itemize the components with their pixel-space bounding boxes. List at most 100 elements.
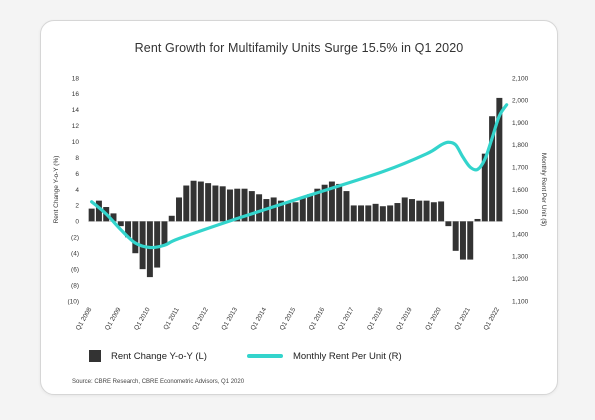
x-tick-label: Q1 2009 [104, 306, 123, 331]
chart-title: Rent Growth for Multifamily Units Surge … [134, 41, 464, 55]
bar [190, 180, 197, 222]
bar [299, 197, 306, 222]
bar [452, 221, 459, 251]
bar [379, 206, 386, 222]
bar [416, 200, 423, 222]
bar [365, 205, 372, 222]
y-right-tick: 2,000 [512, 98, 529, 105]
bar [314, 188, 321, 222]
legend-label-bars: Rent Change Y-o-Y (L) [111, 350, 207, 362]
y-right-tick: 2,100 [512, 75, 529, 82]
bar [430, 202, 437, 222]
bar [161, 221, 168, 246]
x-tick-label: Q1 2011 [162, 306, 180, 331]
bar [205, 183, 212, 222]
y-left-tick: 0 [75, 219, 79, 226]
y-right-tick: 1,400 [512, 231, 529, 238]
bar [358, 205, 365, 222]
legend-swatch-bars [89, 350, 101, 362]
bar [146, 221, 153, 278]
x-tick-label: Q1 2022 [483, 306, 502, 331]
bar [387, 205, 394, 222]
x-tick-label: Q1 2019 [395, 306, 414, 331]
bar [132, 221, 139, 254]
y-right-tick: 1,800 [512, 142, 529, 149]
y-left-tick: (4) [71, 251, 79, 258]
bar [336, 183, 343, 222]
y-right-tick: 1,600 [512, 187, 529, 194]
chart-card: Rent Growth for Multifamily Units Surge … [40, 20, 558, 395]
y-right-tick: 1,500 [512, 209, 529, 216]
bar [234, 188, 241, 222]
bar [277, 200, 284, 222]
legend-label-line: Monthly Rent Per Unit (R) [292, 350, 402, 362]
y-left-tick: 10 [72, 139, 80, 146]
x-tick-label: Q1 2013 [220, 306, 239, 331]
x-tick-label: Q1 2018 [366, 306, 385, 331]
x-tick-label: Q1 2020 [424, 306, 443, 331]
bar [467, 221, 474, 260]
x-tick-label: Q1 2021 [453, 306, 472, 331]
bar [489, 116, 496, 222]
bar [423, 200, 430, 222]
x-tick-label: Q1 2008 [75, 306, 94, 331]
bar [176, 197, 182, 222]
bar [328, 181, 335, 222]
bar [226, 189, 233, 222]
bar [212, 185, 219, 222]
bar [270, 197, 277, 222]
bar [168, 215, 175, 222]
bar [496, 97, 503, 222]
bar [241, 188, 248, 222]
bar [256, 194, 263, 222]
bar [219, 186, 226, 222]
rent-line [90, 103, 509, 250]
bar [445, 221, 452, 227]
y-left-tick: 18 [72, 75, 80, 82]
y-left-tick: (8) [71, 282, 79, 289]
bar [95, 200, 102, 222]
legend: Rent Change Y-o-Y (L) Monthly Rent Per U… [89, 350, 402, 362]
bar [394, 203, 401, 222]
y-left-tick: 4 [75, 187, 79, 194]
bar [481, 153, 488, 222]
y-right-tick: 1,300 [512, 254, 529, 261]
bar [88, 208, 95, 222]
bar [474, 218, 481, 222]
y-left-tick: (2) [71, 235, 79, 242]
bar [343, 191, 350, 222]
legend-swatch-line [246, 354, 283, 358]
bar [285, 203, 292, 222]
y-left-axis-label: Rent Change Y-o-Y (%) [53, 156, 60, 224]
bar [125, 221, 132, 238]
bar [117, 221, 124, 227]
bar [154, 221, 161, 268]
bar [307, 194, 314, 222]
bar [197, 181, 204, 222]
y-left-tick: 16 [72, 91, 80, 98]
y-right-tick: 1,200 [512, 276, 529, 283]
bar [110, 213, 117, 222]
x-tick-label: Q1 2017 [337, 306, 356, 331]
x-tick-label: Q1 2016 [308, 306, 327, 331]
x-tick-label: Q1 2014 [250, 306, 269, 331]
y-left-tick: 12 [72, 123, 80, 130]
bar [183, 185, 190, 222]
bar [409, 199, 415, 222]
bar [459, 221, 466, 260]
y-left-tick: 14 [72, 107, 80, 114]
y-left-tick: (10) [67, 298, 79, 305]
x-tick-label: Q1 2012 [191, 306, 210, 331]
y-right-tick: 1,700 [512, 165, 529, 172]
bar [248, 191, 255, 222]
bar [438, 201, 445, 222]
bar [372, 203, 379, 222]
y-left-tick: 2 [75, 203, 79, 210]
y-right-axis-label: Monthly Rent Per Unit ($) [540, 153, 547, 226]
source-note: Source: CBRE Research, CBRE Econometric … [72, 379, 245, 385]
y-left-tick: 8 [75, 155, 79, 162]
x-tick-label: Q1 2010 [133, 306, 152, 331]
y-right-tick: 1,900 [512, 120, 529, 127]
y-right-tick: 1,100 [512, 298, 529, 305]
